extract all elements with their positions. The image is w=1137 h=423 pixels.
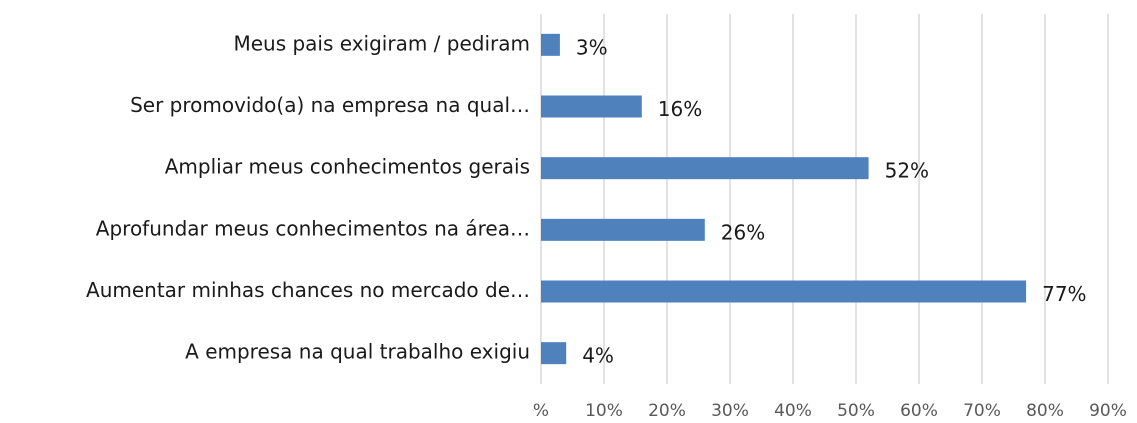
x-tick-label: 80% <box>1026 401 1064 421</box>
y-tick-label: Aprofundar meus conhecimentos na área… <box>96 216 530 240</box>
data-label: 3% <box>576 35 608 59</box>
bar <box>541 342 567 365</box>
x-tick-label: 90% <box>1089 401 1127 421</box>
y-tick-label: Meus pais exigiram / pediram <box>233 31 530 55</box>
bar <box>541 280 1027 303</box>
x-tick-label: % <box>533 401 549 421</box>
x-tick-label: 50% <box>837 401 875 421</box>
x-tick-label: 10% <box>585 401 623 421</box>
x-tick-label: 40% <box>774 401 812 421</box>
data-label: 4% <box>582 344 614 368</box>
data-label: 52% <box>885 159 929 183</box>
y-tick-label: A empresa na qual trabalho exigiu <box>185 340 530 364</box>
x-tick-label: 30% <box>711 401 749 421</box>
x-tick-label: 70% <box>963 401 1001 421</box>
data-label: 26% <box>721 220 765 244</box>
data-label: 77% <box>1042 282 1086 306</box>
bar <box>541 33 560 56</box>
bar <box>541 157 869 180</box>
y-tick-label: Aumentar minhas chances no mercado de… <box>86 278 530 302</box>
bar <box>541 95 642 118</box>
x-tick-label: 60% <box>900 401 938 421</box>
y-tick-label: Ser promovido(a) na empresa na qual… <box>130 93 530 117</box>
bar <box>541 218 705 241</box>
data-label: 16% <box>658 97 702 121</box>
x-tick-label: 20% <box>648 401 686 421</box>
y-tick-label: Ampliar meus conhecimentos gerais <box>165 155 530 179</box>
